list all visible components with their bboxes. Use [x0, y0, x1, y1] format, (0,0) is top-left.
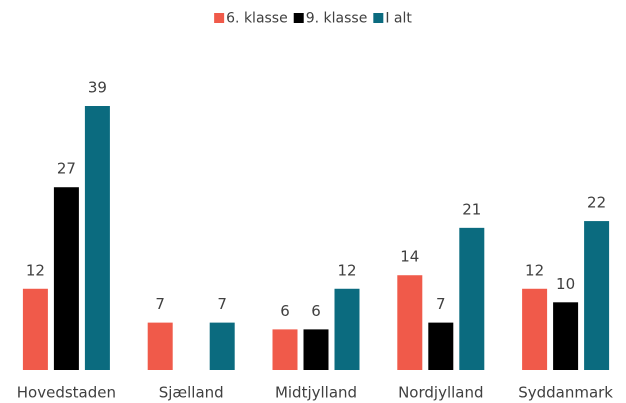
bar	[303, 329, 329, 370]
data-label: 22	[587, 194, 606, 212]
legend-swatch	[293, 13, 304, 23]
x-tick-label: Midtjylland	[275, 384, 357, 402]
data-label: 27	[57, 160, 76, 178]
data-label: 12	[337, 261, 356, 279]
bar	[209, 322, 235, 370]
bar	[428, 322, 454, 370]
bar	[459, 227, 485, 370]
bar	[553, 302, 579, 370]
bar	[272, 329, 298, 370]
legend-label: 6. klasse	[226, 11, 288, 27]
data-label: 7	[155, 295, 165, 313]
x-tick-label: Nordjylland	[398, 384, 483, 402]
data-label: 6	[280, 302, 290, 320]
legend-label: 9. klasse	[306, 11, 368, 27]
data-label: 14	[400, 248, 419, 266]
bar	[584, 221, 610, 370]
data-label: 10	[556, 275, 575, 293]
bar	[147, 322, 173, 370]
bar	[84, 106, 110, 370]
data-label: 12	[26, 261, 45, 279]
x-tick-label: Hovedstaden	[17, 384, 116, 402]
data-label: 6	[311, 302, 321, 320]
legend-swatch	[214, 13, 225, 23]
bar	[522, 288, 548, 370]
data-label: 7	[436, 295, 446, 313]
data-label: 21	[462, 200, 481, 218]
bar	[334, 288, 360, 370]
bar	[53, 187, 79, 370]
bar	[397, 275, 423, 370]
x-tick-label: Sjælland	[159, 384, 224, 402]
legend: 6. klasse 9. klasse I alt	[214, 11, 412, 27]
data-label: 39	[88, 79, 107, 97]
legend-label: I alt	[385, 11, 412, 27]
data-label: 7	[217, 295, 227, 313]
bar	[22, 288, 48, 370]
legend-swatch	[373, 13, 384, 23]
x-tick-label: Syddanmark	[518, 384, 613, 402]
data-label: 12	[525, 261, 544, 279]
